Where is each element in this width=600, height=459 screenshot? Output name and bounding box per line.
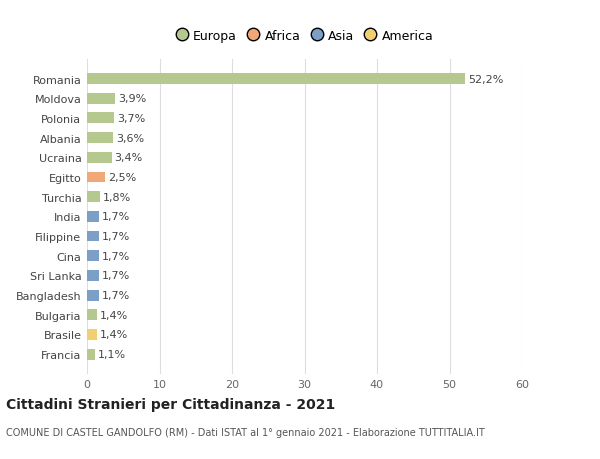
Text: COMUNE DI CASTEL GANDOLFO (RM) - Dati ISTAT al 1° gennaio 2021 - Elaborazione TU: COMUNE DI CASTEL GANDOLFO (RM) - Dati IS… [6, 427, 485, 437]
Text: 3,7%: 3,7% [117, 114, 145, 123]
Bar [87, 349, 95, 360]
Bar [87, 270, 100, 281]
Bar [87, 310, 97, 320]
Text: 3,6%: 3,6% [116, 133, 144, 143]
Bar [87, 290, 100, 301]
Text: 3,9%: 3,9% [118, 94, 146, 104]
Text: 1,7%: 1,7% [102, 271, 130, 281]
Text: 1,7%: 1,7% [102, 291, 130, 301]
Text: 52,2%: 52,2% [469, 74, 504, 84]
Bar [87, 172, 105, 183]
Bar [87, 94, 115, 104]
Text: Cittadini Stranieri per Cittadinanza - 2021: Cittadini Stranieri per Cittadinanza - 2… [6, 397, 335, 411]
Bar [87, 330, 97, 340]
Text: 1,8%: 1,8% [103, 192, 131, 202]
Bar [87, 113, 114, 124]
Text: 3,4%: 3,4% [115, 153, 143, 163]
Legend: Europa, Africa, Asia, America: Europa, Africa, Asia, America [170, 25, 439, 48]
Bar [87, 212, 100, 222]
Bar [87, 133, 113, 144]
Bar [87, 192, 100, 202]
Text: 1,4%: 1,4% [100, 310, 128, 320]
Bar [87, 152, 112, 163]
Bar [87, 251, 100, 262]
Bar [87, 231, 100, 242]
Text: 2,5%: 2,5% [108, 173, 136, 183]
Text: 1,7%: 1,7% [102, 231, 130, 241]
Text: 1,4%: 1,4% [100, 330, 128, 340]
Text: 1,1%: 1,1% [98, 349, 126, 359]
Bar [87, 74, 466, 85]
Text: 1,7%: 1,7% [102, 212, 130, 222]
Text: 1,7%: 1,7% [102, 251, 130, 261]
